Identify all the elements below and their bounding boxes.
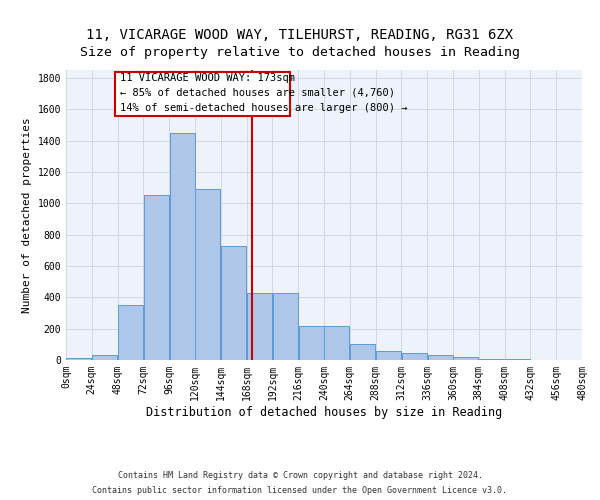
Bar — [170, 132, 194, 360]
Bar — [325, 326, 349, 360]
Text: Size of property relative to detached houses in Reading: Size of property relative to detached ho… — [80, 46, 520, 59]
Bar — [118, 305, 143, 360]
Bar — [247, 292, 272, 360]
Text: Contains public sector information licensed under the Open Government Licence v3: Contains public sector information licen… — [92, 486, 508, 495]
Bar — [196, 189, 220, 360]
Bar — [402, 353, 427, 360]
Bar — [479, 359, 504, 360]
Bar — [428, 356, 452, 360]
Bar — [221, 246, 246, 360]
Bar — [505, 359, 530, 360]
Bar — [299, 326, 323, 360]
Bar — [454, 357, 478, 360]
Bar — [376, 352, 401, 360]
Text: 11, VICARAGE WOOD WAY, TILEHURST, READING, RG31 6ZX: 11, VICARAGE WOOD WAY, TILEHURST, READIN… — [86, 28, 514, 42]
Text: Contains HM Land Registry data © Crown copyright and database right 2024.: Contains HM Land Registry data © Crown c… — [118, 471, 482, 480]
FancyBboxPatch shape — [115, 72, 290, 116]
X-axis label: Distribution of detached houses by size in Reading: Distribution of detached houses by size … — [146, 406, 502, 418]
Bar — [144, 194, 169, 360]
Bar — [350, 344, 375, 360]
Bar — [92, 354, 117, 360]
Bar — [67, 358, 91, 360]
Text: 11 VICARAGE WOOD WAY: 173sqm
← 85% of detached houses are smaller (4,760)
14% of: 11 VICARAGE WOOD WAY: 173sqm ← 85% of de… — [120, 73, 407, 112]
Bar — [273, 292, 298, 360]
Y-axis label: Number of detached properties: Number of detached properties — [22, 117, 32, 313]
